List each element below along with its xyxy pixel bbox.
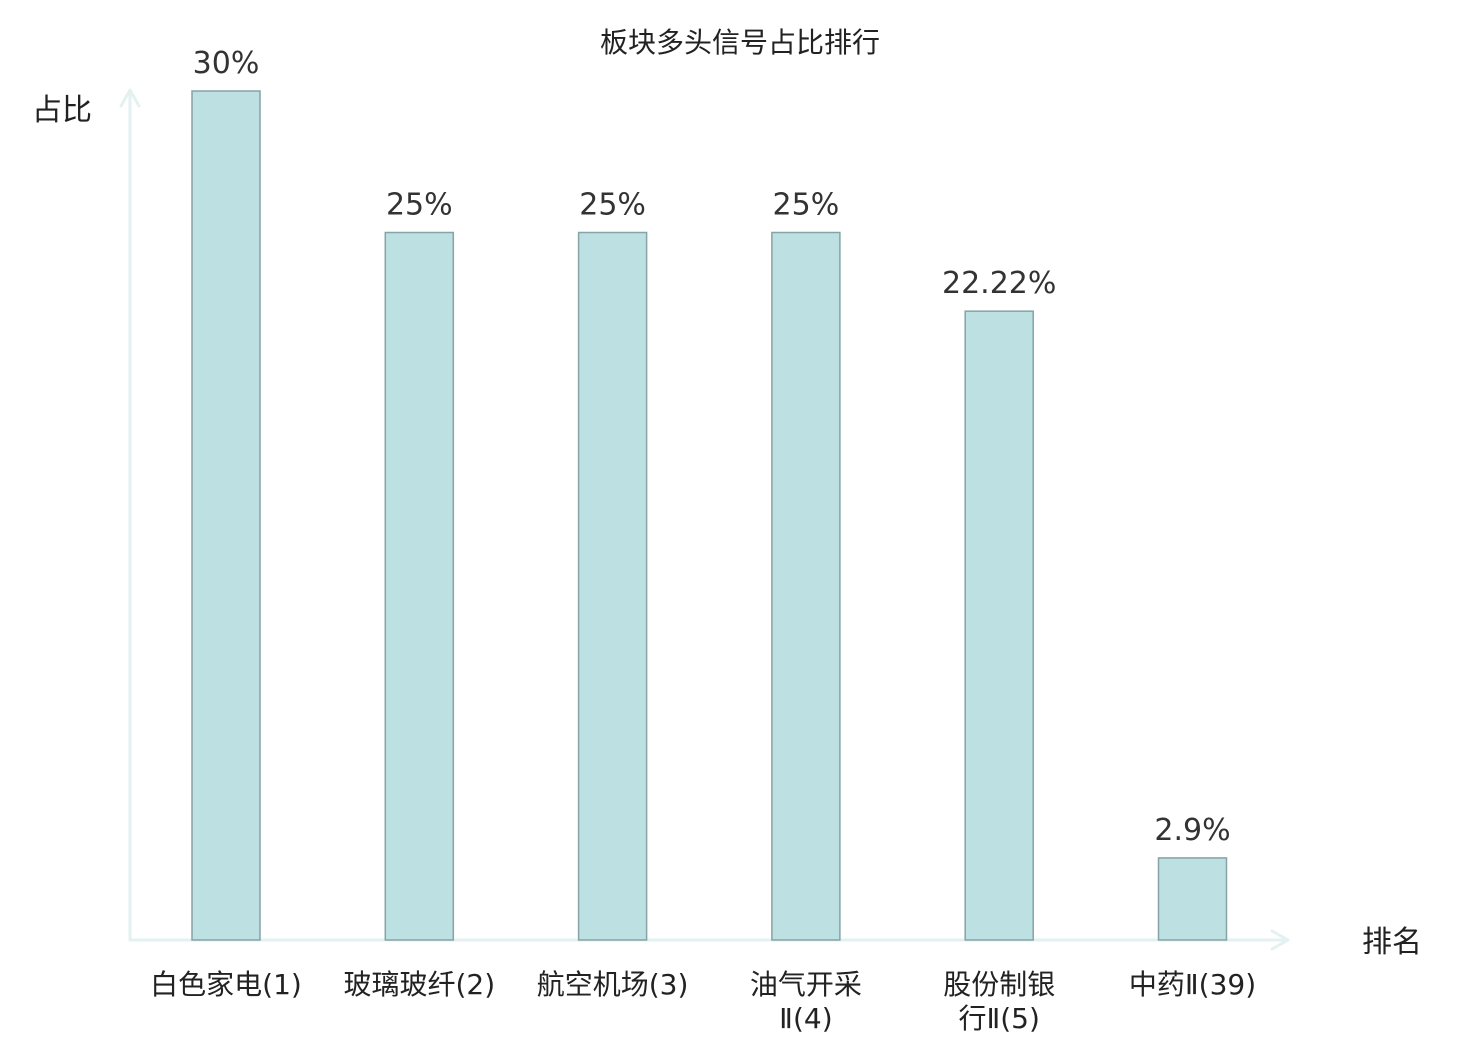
data-label: 2.9% [1154,813,1230,848]
x-tick-label: 航空机场(3) [537,968,689,1001]
x-tick-label: 行Ⅱ(5) [958,1002,1039,1035]
bar [577,231,648,941]
data-label: 30% [193,46,260,81]
y-axis-arrow [119,88,141,108]
data-label: 22.22% [942,266,1056,301]
bar [771,231,841,941]
bar [964,310,1034,941]
bar [1157,857,1228,941]
value-labels: 30% 25% 25% 25% 22.22% 2.9% [193,46,1231,848]
axes [119,88,1290,951]
x-tick-label: Ⅱ(4) [779,1002,832,1035]
x-tick-label: 股份制银 [943,968,1055,1001]
data-label: 25% [386,188,453,223]
x-axis-label: 排名 [1362,925,1422,960]
x-tick-label: 油气开采 [750,968,862,1001]
data-label: 25% [773,188,840,223]
chart-title: 板块多头信号占比排行 [600,26,880,59]
x-tick-label: 玻璃玻纤(2) [343,968,495,1001]
x-tick-label: 白色家电(1) [150,968,302,1001]
bar [191,90,261,941]
y-axis-label: 占比 [32,93,92,128]
x-axis-arrow [1270,929,1290,951]
x-tick-label: 中药Ⅱ(39) [1129,968,1256,1001]
bars [191,90,1228,941]
data-label: 25% [579,188,646,223]
bar [384,231,455,941]
